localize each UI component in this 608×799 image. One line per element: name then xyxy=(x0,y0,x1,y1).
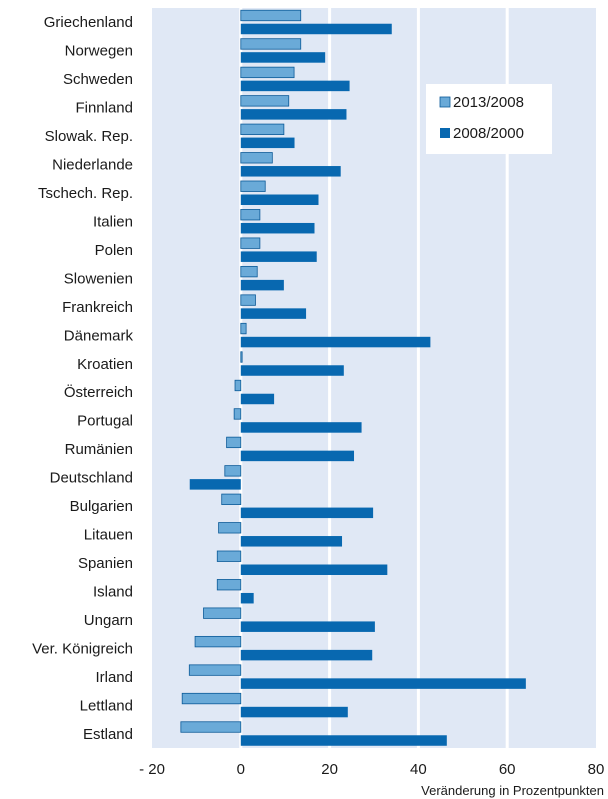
category-label: Niederlande xyxy=(52,157,133,174)
bar xyxy=(241,266,257,277)
bar xyxy=(241,181,265,192)
bar xyxy=(241,308,306,319)
category-label: Polen xyxy=(95,242,133,259)
bar xyxy=(241,96,289,107)
bar xyxy=(189,665,241,676)
bar xyxy=(241,735,447,746)
bar xyxy=(241,81,350,92)
x-tick-label: 20 xyxy=(321,761,338,778)
bar xyxy=(241,39,301,50)
bar xyxy=(241,195,319,206)
legend-label-2008-2000: 2008/2000 xyxy=(453,125,524,142)
bar xyxy=(241,678,526,689)
bar xyxy=(241,621,375,632)
bar xyxy=(241,337,431,348)
category-label: Ungarn xyxy=(84,612,133,629)
bar xyxy=(241,280,284,291)
category-labels: Griechenland Norwegen Schweden Finnland Slow… xyxy=(32,14,133,743)
category-label: Irland xyxy=(95,669,133,686)
bar xyxy=(219,523,241,534)
bar xyxy=(241,166,341,177)
bar xyxy=(241,508,373,518)
category-label: Slowenien xyxy=(64,270,133,287)
bar xyxy=(182,693,241,704)
category-label: Rumänien xyxy=(65,441,133,458)
bar xyxy=(241,707,348,718)
category-label: Italien xyxy=(93,213,133,230)
category-label: Kroatien xyxy=(77,356,133,373)
category-label: Litauen xyxy=(84,527,133,544)
x-tick-label: - 20 xyxy=(139,761,165,778)
bar xyxy=(195,636,241,647)
bar xyxy=(241,52,325,63)
bar xyxy=(234,409,241,420)
category-label: Finnland xyxy=(75,100,133,117)
category-label: Deutschland xyxy=(50,470,133,487)
bar xyxy=(217,579,241,590)
bar xyxy=(241,295,256,306)
bar xyxy=(241,67,294,78)
bar xyxy=(181,722,241,733)
bar xyxy=(217,551,241,562)
bar xyxy=(241,650,372,661)
category-label: Slowak. Rep. xyxy=(45,128,133,145)
legend-swatch-2013-2008 xyxy=(440,97,450,107)
category-label: Griechenland xyxy=(44,14,133,31)
bar xyxy=(241,10,301,21)
bar xyxy=(222,494,241,505)
bar xyxy=(241,565,388,576)
bar xyxy=(190,479,241,490)
category-label: Lettland xyxy=(80,697,133,714)
x-tick-label: 0 xyxy=(237,761,245,778)
legend: 2013/2008 2008/2000 xyxy=(426,84,552,154)
category-label: Frankreich xyxy=(62,299,133,316)
x-tick-label: 40 xyxy=(410,761,427,778)
legend-label-2013-2008: 2013/2008 xyxy=(453,94,524,111)
category-label: Bulgarien xyxy=(70,498,133,515)
bar xyxy=(241,251,317,262)
category-label: Island xyxy=(93,583,133,600)
bar xyxy=(235,380,241,391)
x-tick-labels: - 20 0 20 40 60 80 xyxy=(139,761,604,778)
category-label: Portugal xyxy=(77,413,133,430)
x-tick-label: 60 xyxy=(499,761,516,778)
bar xyxy=(241,422,362,433)
bar xyxy=(225,466,241,477)
category-label: Tschech. Rep. xyxy=(38,185,133,202)
bar xyxy=(241,323,246,334)
bar xyxy=(241,593,254,604)
bar xyxy=(241,153,273,164)
bar xyxy=(227,437,241,448)
bar xyxy=(241,109,347,120)
bar xyxy=(204,608,241,619)
category-label: Österreich xyxy=(64,383,133,401)
bar xyxy=(241,223,315,234)
category-label: Spanien xyxy=(78,555,133,572)
bar xyxy=(241,238,260,249)
category-label: Norwegen xyxy=(65,43,133,60)
legend-swatch-2008-2000 xyxy=(440,128,450,138)
x-axis-title: Veränderung in Prozentpunkten xyxy=(421,783,604,798)
bar xyxy=(241,365,344,376)
bar xyxy=(241,352,242,363)
x-tick-label: 80 xyxy=(588,761,605,778)
bar xyxy=(241,451,354,462)
category-label: Schweden xyxy=(63,71,133,88)
category-label: Dänemark xyxy=(64,327,134,344)
category-label: Estland xyxy=(83,726,133,743)
bar xyxy=(241,209,260,220)
bar xyxy=(241,536,342,547)
bar xyxy=(241,394,274,405)
bar xyxy=(241,24,392,35)
bar xyxy=(241,138,295,149)
bar xyxy=(241,124,284,135)
category-label: Ver. Königreich xyxy=(32,640,133,657)
